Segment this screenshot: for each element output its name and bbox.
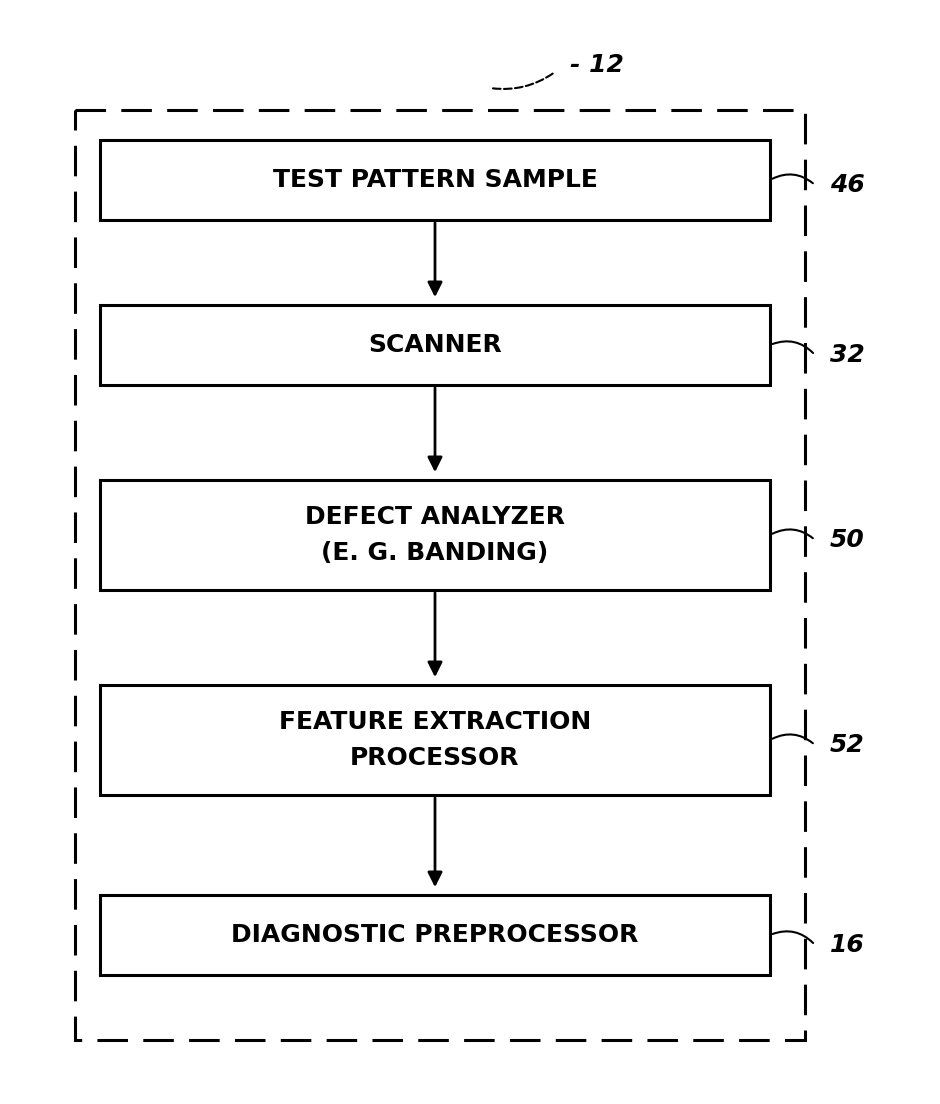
- Bar: [100, 895, 770, 975]
- Text: FEATURE EXTRACTION: FEATURE EXTRACTION: [279, 710, 591, 734]
- Text: - 12: - 12: [570, 53, 624, 77]
- Bar: [100, 140, 770, 220]
- Text: 50: 50: [830, 528, 865, 552]
- Text: DIAGNOSTIC PREPROCESSOR: DIAGNOSTIC PREPROCESSOR: [231, 923, 638, 947]
- Text: 32: 32: [830, 343, 865, 367]
- Text: 46: 46: [830, 173, 865, 197]
- Text: 52: 52: [830, 733, 865, 757]
- Text: DEFECT ANALYZER: DEFECT ANALYZER: [305, 505, 565, 529]
- Text: PROCESSOR: PROCESSOR: [351, 746, 520, 769]
- Bar: [100, 684, 770, 795]
- Text: 16: 16: [830, 933, 865, 957]
- Text: (E. G. BANDING): (E. G. BANDING): [321, 541, 549, 565]
- Bar: [100, 480, 770, 590]
- Bar: [100, 305, 770, 385]
- Text: SCANNER: SCANNER: [368, 333, 502, 357]
- Bar: [75, 110, 805, 1040]
- Text: TEST PATTERN SAMPLE: TEST PATTERN SAMPLE: [273, 168, 598, 192]
